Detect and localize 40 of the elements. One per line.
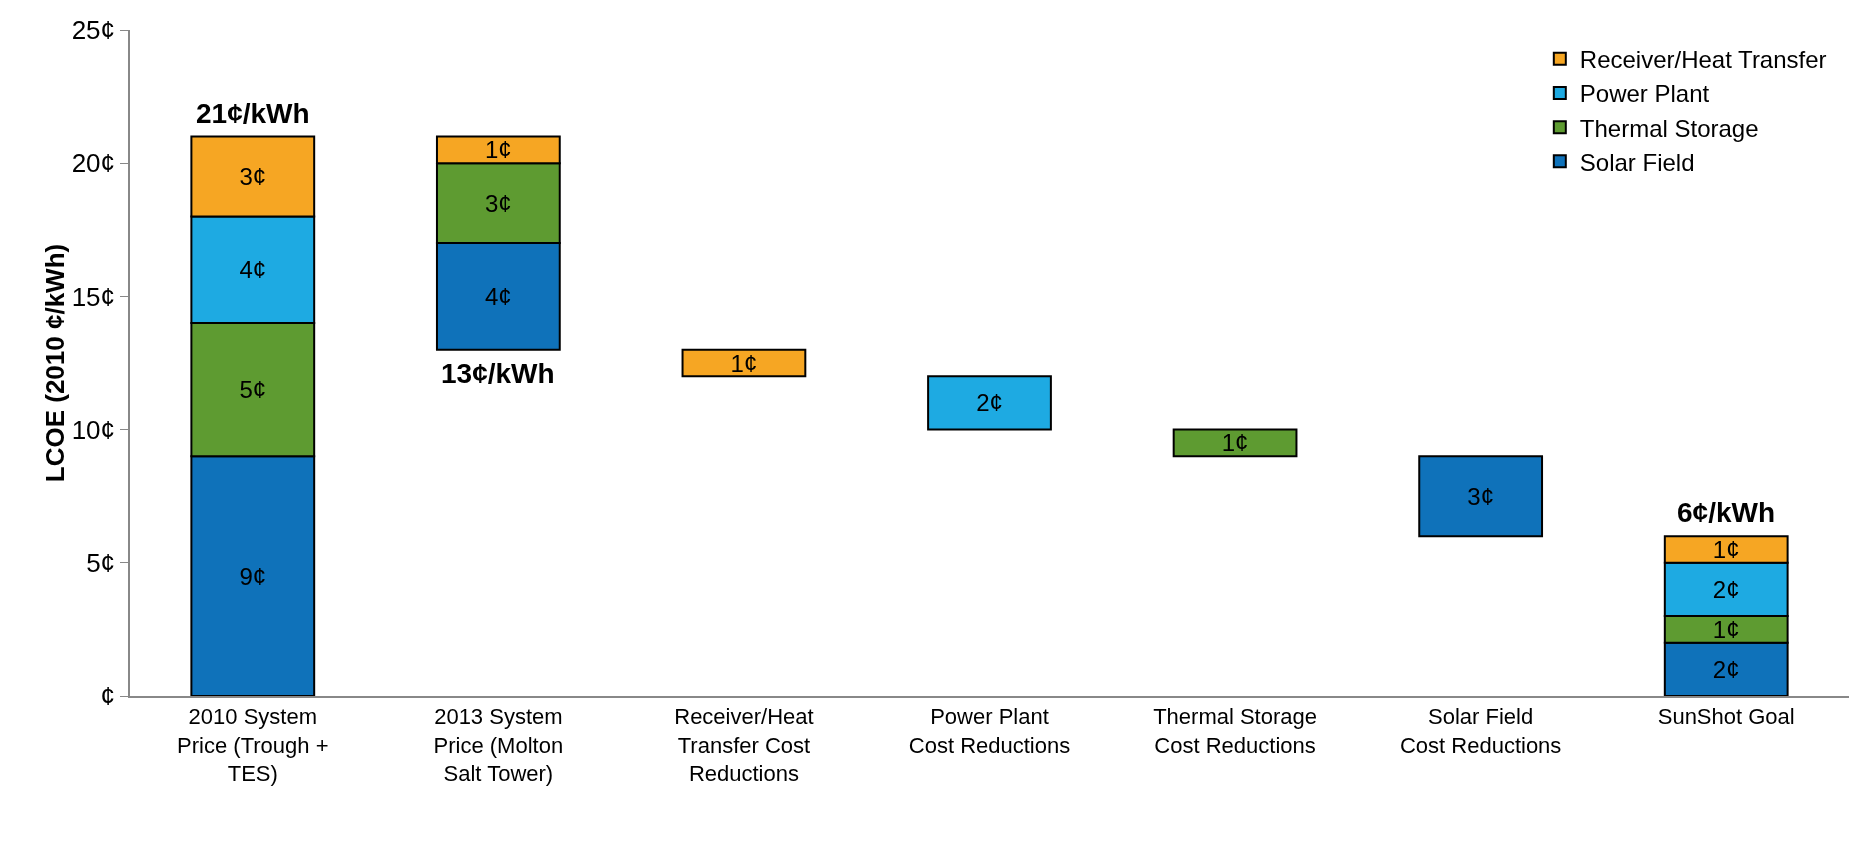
data-label: 1¢ (730, 349, 758, 377)
annotation: 13¢/kWh (441, 358, 555, 389)
data-label: 3¢ (239, 163, 267, 191)
bar (1172, 428, 1298, 458)
x-tick-label: 2013 System Price (Molton Salt Tower) (433, 704, 564, 787)
data-label: 9¢ (239, 562, 267, 590)
data-label: 1¢ (1712, 535, 1740, 563)
bar (1418, 455, 1544, 538)
data-label: 4¢ (485, 282, 512, 310)
bar (681, 348, 807, 378)
y-tick-label: 25¢ (71, 15, 116, 46)
data-label: 2¢ (976, 389, 1003, 417)
data-label: 2¢ (1712, 655, 1740, 683)
annotation: 6¢/kWh (1677, 497, 1776, 528)
data-label: 1¢ (1712, 615, 1740, 643)
x-tick-label: 2010 System Price (Trough + TES) (177, 704, 329, 787)
bar (927, 375, 1052, 431)
x-tick-label: Solar Field Cost Reductions (1399, 704, 1562, 758)
data-label: 3¢ (1467, 482, 1494, 510)
y-tick-label: 10¢ (71, 414, 116, 445)
y-axis-title: LCOE (2010 ¢/kWh) (39, 243, 70, 483)
data-label: 5¢ (239, 376, 267, 404)
data-label: 2¢ (1712, 575, 1740, 603)
legend-label: Receiver/Heat Transfer (1579, 46, 1827, 74)
legend-label: Solar Field (1579, 148, 1695, 176)
y-tick-label: 5¢ (86, 547, 116, 578)
x-tick-label: Power Plant Cost Reductions (908, 704, 1071, 758)
data-label: 3¢ (485, 189, 512, 217)
data-label: 1¢ (485, 136, 512, 164)
legend-label: Power Plant (1579, 80, 1710, 108)
x-tick-label: Thermal Storage Cost Reductions (1153, 704, 1317, 758)
legend-label: Thermal Storage (1579, 114, 1759, 142)
annotation: 21¢/kWh (196, 98, 310, 129)
x-tick-label: SunShot Goal (1657, 704, 1795, 730)
y-tick-label: 15¢ (71, 281, 116, 312)
y-tick-label: ¢ (100, 681, 116, 712)
y-tick-label: 20¢ (71, 148, 116, 179)
x-tick-label: Receiver/Heat Transfer Cost Reductions (674, 704, 814, 787)
data-label: 1¢ (1221, 429, 1249, 457)
data-label: 4¢ (239, 256, 267, 284)
